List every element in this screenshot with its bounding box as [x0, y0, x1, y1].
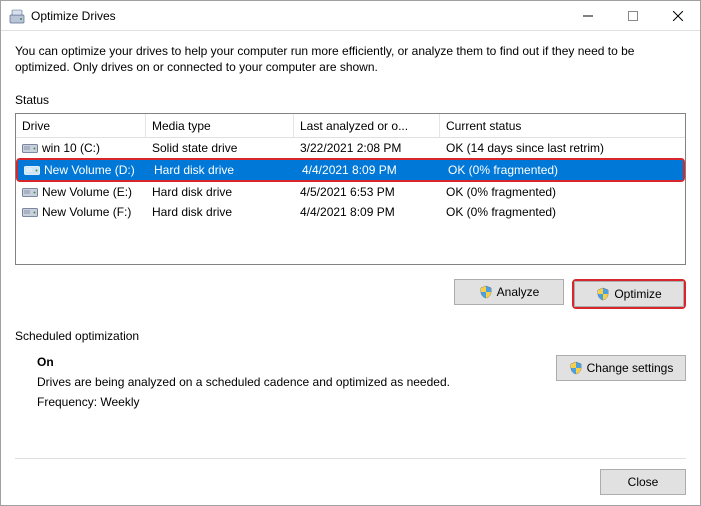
- drive-icon: [22, 186, 38, 198]
- shield-icon: [596, 287, 610, 301]
- status-label: Status: [15, 93, 686, 107]
- window-controls: [565, 1, 700, 30]
- cell-last-analyzed: 4/4/2021 8:09 PM: [294, 205, 440, 219]
- window-title: Optimize Drives: [31, 9, 565, 23]
- table-header: Drive Media type Last analyzed or o... C…: [16, 114, 685, 138]
- drive-name: New Volume (F:): [42, 205, 131, 219]
- optimize-label: Optimize: [614, 287, 661, 301]
- cell-status: OK (0% fragmented): [442, 163, 683, 177]
- optimize-highlight: Optimize: [572, 279, 686, 309]
- cell-media: Hard disk drive: [148, 163, 296, 177]
- table-row[interactable]: win 10 (C:) Solid state drive3/22/2021 2:…: [16, 138, 685, 158]
- cell-last-analyzed: 4/4/2021 8:09 PM: [296, 163, 442, 177]
- close-label: Close: [628, 475, 659, 489]
- analyze-button[interactable]: Analyze: [454, 279, 564, 305]
- cell-status: OK (0% fragmented): [440, 205, 685, 219]
- table-row[interactable]: New Volume (E:) Hard disk drive4/5/2021 6…: [16, 182, 685, 202]
- table-row[interactable]: New Volume (D:) Hard disk drive4/4/2021 8…: [18, 160, 683, 180]
- drive-name: win 10 (C:): [42, 141, 100, 155]
- cell-drive: New Volume (D:): [18, 163, 148, 177]
- cell-last-analyzed: 4/5/2021 6:53 PM: [294, 185, 440, 199]
- scheduled-body: On Drives are being analyzed on a schedu…: [15, 349, 686, 409]
- change-settings-button[interactable]: Change settings: [556, 355, 686, 381]
- cell-drive: New Volume (E:): [16, 185, 146, 199]
- description-text: You can optimize your drives to help you…: [15, 43, 686, 75]
- cell-last-analyzed: 3/22/2021 2:08 PM: [294, 141, 440, 155]
- cell-drive: New Volume (F:): [16, 205, 146, 219]
- column-header-media[interactable]: Media type: [146, 114, 294, 137]
- footer: Close: [15, 458, 686, 495]
- column-header-drive[interactable]: Drive: [16, 114, 146, 137]
- table-row[interactable]: New Volume (F:) Hard disk drive4/4/2021 8…: [16, 202, 685, 222]
- scheduled-state: On: [37, 355, 556, 369]
- analyze-label: Analyze: [497, 285, 540, 299]
- close-button[interactable]: Close: [600, 469, 686, 495]
- cell-media: Hard disk drive: [146, 185, 294, 199]
- optimize-drives-window: Optimize Drives You can optimize your dr…: [0, 0, 701, 506]
- scheduled-frequency: Frequency: Weekly: [37, 395, 556, 409]
- scheduled-description: Drives are being analyzed on a scheduled…: [37, 375, 556, 389]
- scheduled-label: Scheduled optimization: [15, 329, 686, 343]
- cell-media: Hard disk drive: [146, 205, 294, 219]
- content-area: You can optimize your drives to help you…: [1, 31, 700, 505]
- scheduled-text: On Drives are being analyzed on a schedu…: [37, 355, 556, 409]
- cell-status: OK (14 days since last retrim): [440, 141, 685, 155]
- column-header-status[interactable]: Current status: [440, 114, 685, 137]
- drives-table: Drive Media type Last analyzed or o... C…: [15, 113, 686, 265]
- minimize-button[interactable]: [565, 1, 610, 30]
- app-icon: [9, 8, 25, 24]
- titlebar: Optimize Drives: [1, 1, 700, 31]
- scheduled-optimization-section: Scheduled optimization On Drives are bei…: [15, 329, 686, 409]
- drive-icon: [22, 206, 38, 218]
- column-header-last[interactable]: Last analyzed or o...: [294, 114, 440, 137]
- close-window-button[interactable]: [655, 1, 700, 30]
- action-buttons-row: Analyze Optimize: [15, 279, 686, 309]
- optimize-button[interactable]: Optimize: [574, 281, 684, 307]
- cell-drive: win 10 (C:): [16, 141, 146, 155]
- drive-icon: [24, 164, 40, 176]
- drive-icon: [22, 142, 38, 154]
- table-body: win 10 (C:) Solid state drive3/22/2021 2:…: [16, 138, 685, 222]
- drive-name: New Volume (E:): [42, 185, 132, 199]
- maximize-button[interactable]: [610, 1, 655, 30]
- change-settings-wrap: Change settings: [556, 355, 686, 409]
- shield-icon: [569, 361, 583, 375]
- drive-name: New Volume (D:): [44, 163, 135, 177]
- cell-media: Solid state drive: [146, 141, 294, 155]
- change-settings-label: Change settings: [587, 361, 674, 375]
- row-highlight: New Volume (D:) Hard disk drive4/4/2021 8…: [16, 158, 685, 182]
- cell-status: OK (0% fragmented): [440, 185, 685, 199]
- shield-icon: [479, 285, 493, 299]
